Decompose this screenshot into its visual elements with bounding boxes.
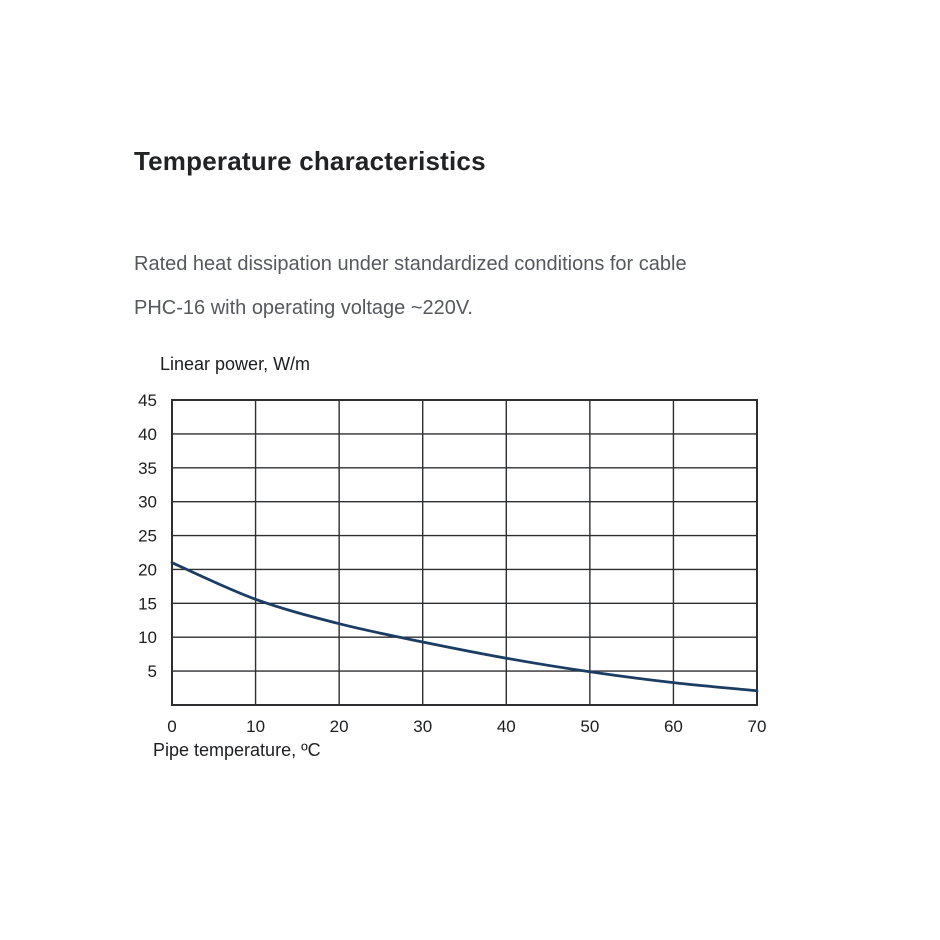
svg-text:30: 30 [138,493,157,512]
svg-text:0: 0 [167,717,176,736]
svg-text:20: 20 [330,717,349,736]
svg-text:10: 10 [246,717,265,736]
svg-text:10: 10 [138,628,157,647]
plot-border [171,399,758,706]
svg-text:50: 50 [580,717,599,736]
svg-text:35: 35 [138,459,157,478]
svg-text:25: 25 [138,527,157,546]
svg-text:5: 5 [148,662,157,681]
description-line-1: Rated heat dissipation under standardize… [134,253,687,275]
svg-text:15: 15 [138,594,157,613]
svg-text:60: 60 [664,717,683,736]
y-tick-labels: 5 10 15 20 25 30 35 40 45 [138,391,157,681]
page-title: Temperature characteristics [134,146,486,176]
y-axis-title: Linear power, W/m [160,354,311,374]
line-chart: 0 10 20 30 40 50 60 70 5 10 15 20 25 30 35 40 45 [110,390,780,740]
svg-text:45: 45 [138,391,157,410]
grid [171,399,758,705]
x-axis-title: Pipe temperature, ºC [153,740,321,760]
svg-text:40: 40 [138,425,157,444]
chart-svg: 0 10 20 30 40 50 60 70 5 10 15 20 25 30 35 40 45 [138,391,766,736]
svg-text:20: 20 [138,560,157,579]
svg-text:70: 70 [748,717,767,736]
description: Rated heat dissipation under standardize… [134,242,854,330]
x-tick-labels: 0 10 20 30 40 50 60 70 [167,717,766,736]
description-line-2: PHC-16 with operating voltage ~220V. [134,297,473,319]
svg-text:40: 40 [497,717,516,736]
power-curve [170,561,759,693]
svg-text:30: 30 [413,717,432,736]
